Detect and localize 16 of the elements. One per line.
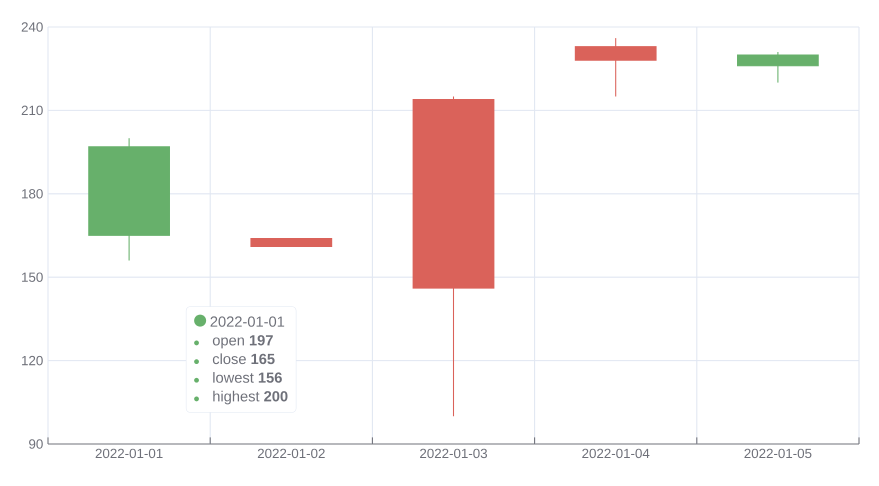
y-tick-label: 120: [22, 356, 43, 366]
x-tick-label: 2022-01-02: [258, 448, 325, 458]
x-tick-label: 2022-01-05: [744, 448, 812, 458]
y-tick-label: 210: [22, 106, 43, 116]
annotation: highest 200: [213, 390, 288, 404]
x-tick-label: 2022-01-01: [96, 448, 163, 458]
y-tick-label: 240: [22, 22, 43, 32]
y-tick-label: 90: [29, 439, 43, 449]
x-tick-label: 2022-01-04: [582, 448, 650, 458]
y-tick-label: 150: [22, 272, 43, 282]
annotation: lowest 156: [213, 372, 282, 383]
annotation: close 165: [212, 353, 275, 364]
x-tick-label: 2022-01-03: [420, 448, 488, 458]
annotation: open 197: [212, 335, 273, 348]
annotation: 2022-01-01: [210, 316, 284, 327]
y-tick-label: 180: [22, 189, 43, 199]
